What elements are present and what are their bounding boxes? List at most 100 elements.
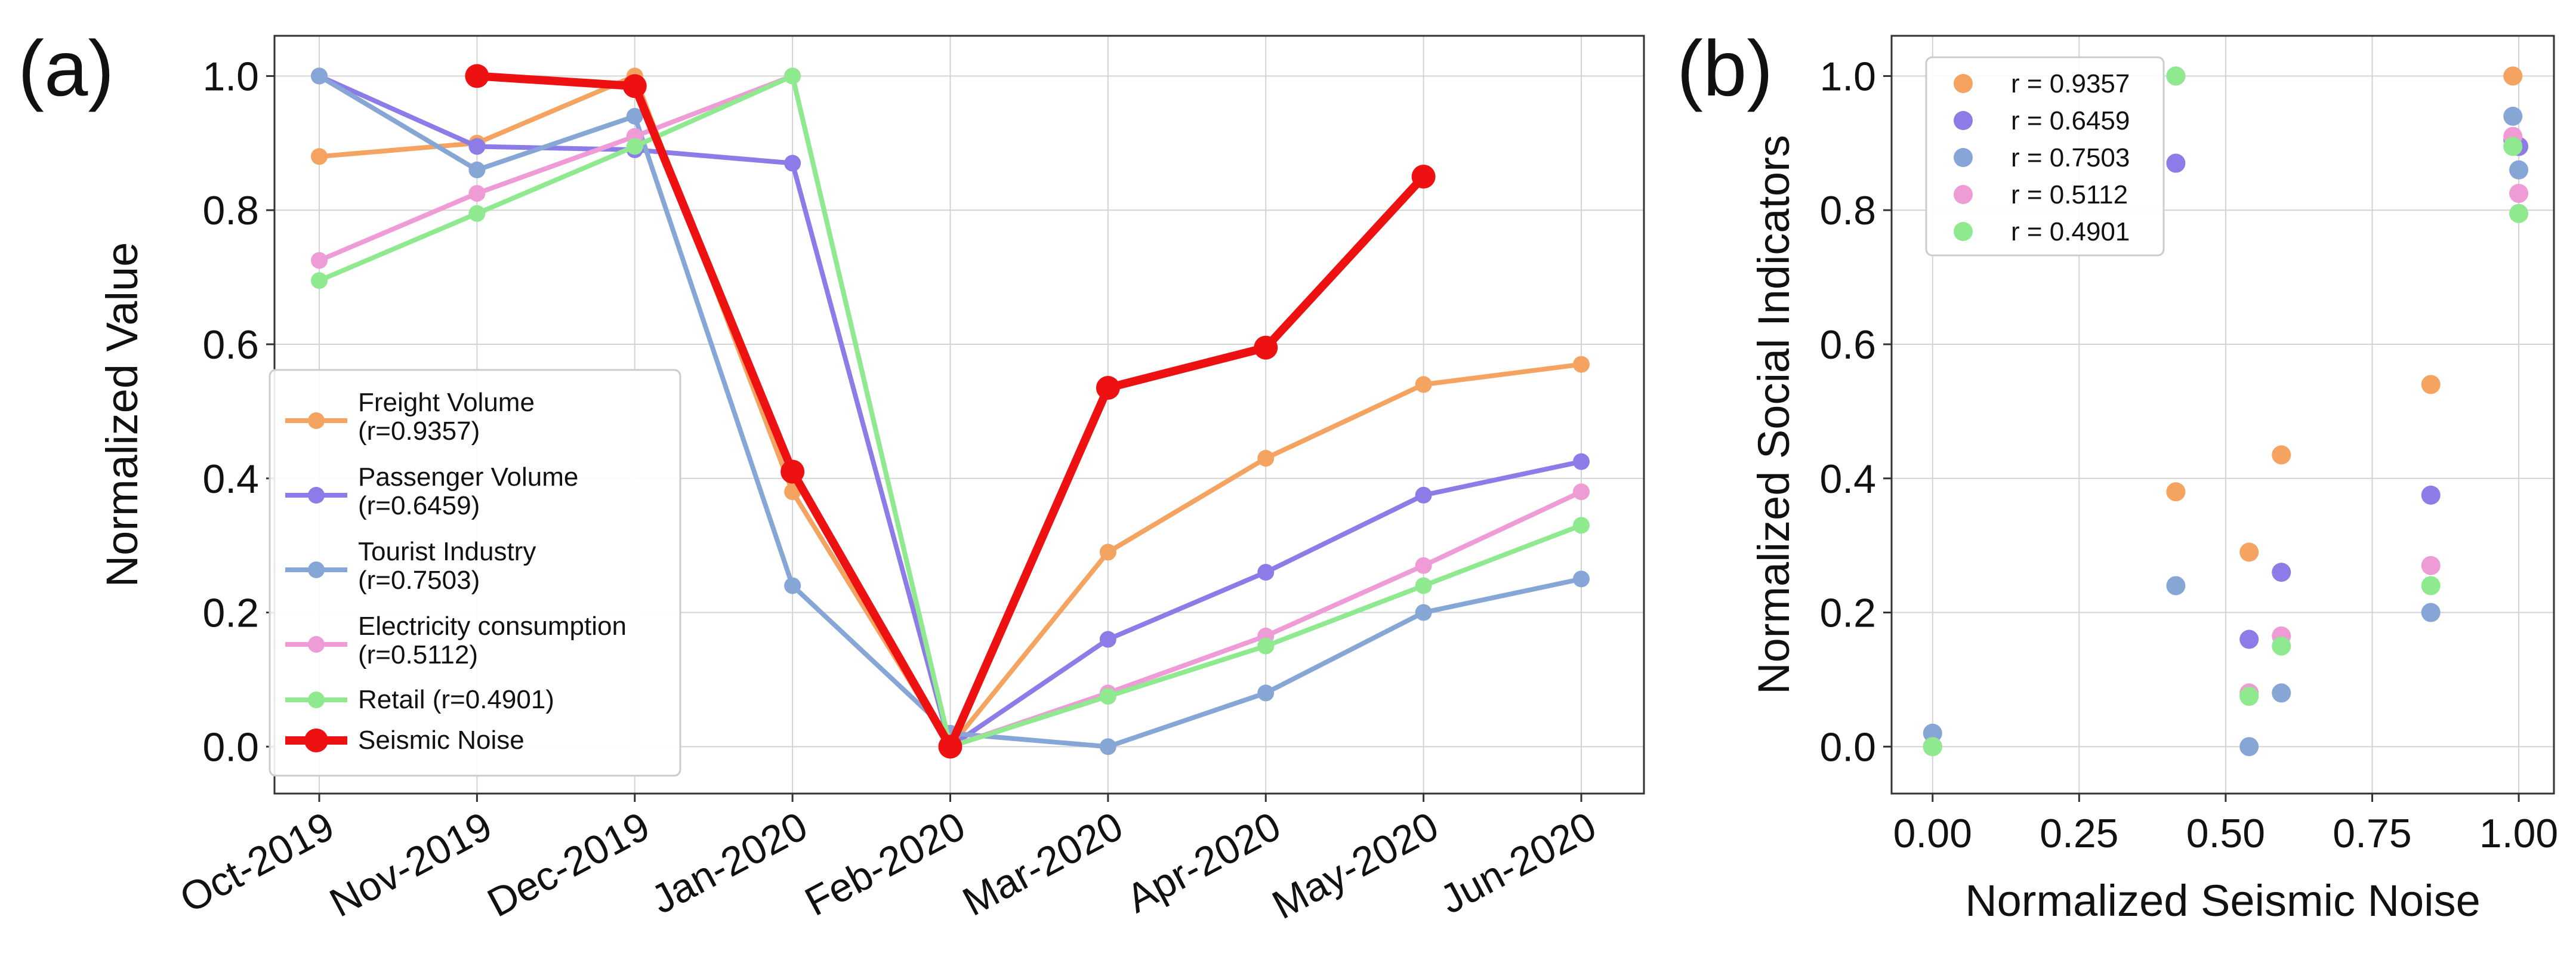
legend-swatch-marker	[308, 561, 325, 578]
legend-item-r-0-9357: r = 0.9357	[1954, 69, 2130, 98]
panel-b-y-tick-label: 0.4	[1819, 456, 1876, 502]
point-seismic-noise	[938, 734, 962, 759]
scatter-point	[2239, 737, 2259, 757]
point-seismic-noise	[1254, 335, 1278, 360]
panel-b-legend: r = 0.9357 r = 0.6459 r = 0.7503 r = 0.5112…	[1925, 56, 2165, 257]
legend-item-r-0-7503: r = 0.7503	[1954, 143, 2130, 172]
point-retail	[1415, 577, 1432, 594]
point-passenger-volume	[468, 138, 486, 155]
panel-a-legend: Freight Volume(r=0.9357) Passenger Volume…	[269, 369, 681, 777]
panel-a-x-tick-label: Apr-2020	[1119, 803, 1288, 921]
legend-swatch-marker	[308, 636, 325, 653]
legend-item-r-0-6459: r = 0.6459	[1954, 106, 2130, 135]
panel-a-y-axis-title: Normalized Value	[97, 242, 147, 588]
point-freight-volume	[784, 483, 801, 501]
panel-a-x-tick-label: Dec-2019	[480, 803, 657, 926]
legend-label-line1: Freight Volume	[358, 388, 535, 417]
panel-a-y-tick-label: 0.0	[202, 724, 259, 770]
legend-label-line2: (r=0.9357)	[358, 416, 480, 446]
scatter-point	[1923, 737, 1942, 757]
panel-b-y-axis-title: Normalized Social Indicators	[1749, 135, 1798, 695]
point-tourist-industry	[1573, 570, 1590, 588]
panel-b-y-tick-label: 0.8	[1819, 188, 1876, 233]
scatter-point	[2421, 375, 2441, 394]
panel-b-scatter-chart: (b) 0.0 0.2 0.4 0.6 0.8 1.0 0.00 0.25 0.50 0.75 1.…	[1677, 24, 2558, 925]
panel-a-x-tick-label: Jan-2020	[644, 803, 815, 922]
scatter-point	[2421, 576, 2441, 595]
panel-a-series-group	[311, 64, 1590, 759]
scatter-point	[2272, 636, 2291, 656]
point-electricity-consumption	[1573, 483, 1590, 501]
panel-a-line-chart: (a) 0.0 0.2 0.4 0.6 0.8 1.0 Oct-2019Nov-2019De…	[18, 24, 1645, 928]
legend-item-r-0-5112: r = 0.5112	[1954, 180, 2128, 209]
legend-label-line2: (r=0.6459)	[358, 491, 480, 520]
point-tourist-industry	[626, 107, 643, 125]
point-freight-volume	[1415, 376, 1432, 393]
scatter-point	[2166, 482, 2186, 502]
panel-b-x-tick-label: 0.50	[2186, 811, 2265, 856]
point-retail	[784, 67, 801, 85]
point-seismic-noise	[465, 64, 489, 88]
point-freight-volume	[1257, 450, 1275, 467]
panel-b-y-tick-label: 0.6	[1819, 322, 1876, 368]
scatter-point	[2272, 563, 2291, 582]
panel-a-x-tick-label: Feb-2020	[798, 803, 973, 925]
point-freight-volume	[311, 148, 328, 165]
legend-label-line1: Passenger Volume	[358, 462, 578, 492]
panel-b-x-tick-label: 0.25	[2040, 811, 2118, 856]
legend-swatch-marker	[1954, 185, 1973, 204]
point-seismic-noise	[622, 74, 647, 98]
point-tourist-industry	[1415, 604, 1432, 621]
panel-a-y-tick-label: 0.6	[202, 322, 259, 368]
panel-b-legend-box	[1925, 56, 2165, 257]
legend-swatch-marker	[308, 692, 325, 708]
point-passenger-volume	[1099, 631, 1116, 648]
legend-swatch-marker	[308, 412, 325, 429]
point-passenger-volume	[1415, 486, 1432, 504]
legend-swatch-marker	[1954, 148, 1973, 167]
point-passenger-volume	[1573, 453, 1590, 470]
scatter-point	[2239, 629, 2259, 649]
panel-b-y-tick-label: 0.0	[1819, 724, 1876, 770]
legend-label: r = 0.7503	[2011, 143, 2130, 172]
legend-swatch-marker	[1954, 111, 1973, 130]
scatter-point	[1923, 723, 1942, 743]
panel-a-x-tick-label: Nov-2019	[322, 803, 499, 926]
scatter-point	[2166, 66, 2186, 86]
point-electricity-consumption	[468, 185, 486, 202]
series-seismic-noise	[465, 64, 1436, 759]
scatter-point	[2509, 203, 2529, 223]
scatter-point	[2272, 683, 2291, 703]
point-electricity-consumption	[1415, 557, 1432, 574]
legend-label: r = 0.6459	[2011, 106, 2130, 135]
legend-swatch-marker	[304, 729, 328, 752]
scatter-point	[2421, 485, 2441, 505]
panel-b-points-group	[1923, 66, 2529, 757]
panel-a-label: (a)	[18, 24, 114, 112]
panel-b-ticks: 0.0 0.2 0.4 0.6 0.8 1.0 0.00 0.25 0.50 0.75 1.00	[1819, 54, 2558, 856]
panel-b-y-tick-label: 0.2	[1819, 591, 1876, 636]
legend-swatch-marker	[308, 487, 325, 504]
point-retail	[311, 272, 328, 289]
panel-a-x-tick-label: Jun-2020	[1433, 803, 1603, 922]
point-retail	[1099, 688, 1116, 705]
scatter-point	[2239, 542, 2259, 562]
legend-label-line2: (r=0.7503)	[358, 566, 480, 595]
panel-a-y-tick-label: 1.0	[202, 54, 259, 99]
scatter-point	[2272, 445, 2291, 465]
panel-a-legend-box	[269, 369, 681, 777]
legend-item-seismic-noise: Seismic Noise	[285, 726, 525, 755]
point-tourist-industry	[468, 161, 486, 178]
legend-label-line1: Electricity consumption	[358, 612, 627, 641]
scatter-point	[2166, 576, 2186, 595]
scatter-point	[2166, 153, 2186, 173]
panel-a-y-tick-label: 0.2	[202, 591, 259, 636]
scatter-point	[2503, 106, 2523, 126]
legend-label: r = 0.9357	[2011, 69, 2130, 98]
point-seismic-noise	[1411, 165, 1436, 189]
panel-b-x-tick-label: 1.00	[2479, 811, 2558, 856]
point-tourist-industry	[784, 577, 801, 594]
panel-a-y-tick-label: 0.4	[202, 456, 259, 502]
scatter-point	[2509, 160, 2529, 180]
